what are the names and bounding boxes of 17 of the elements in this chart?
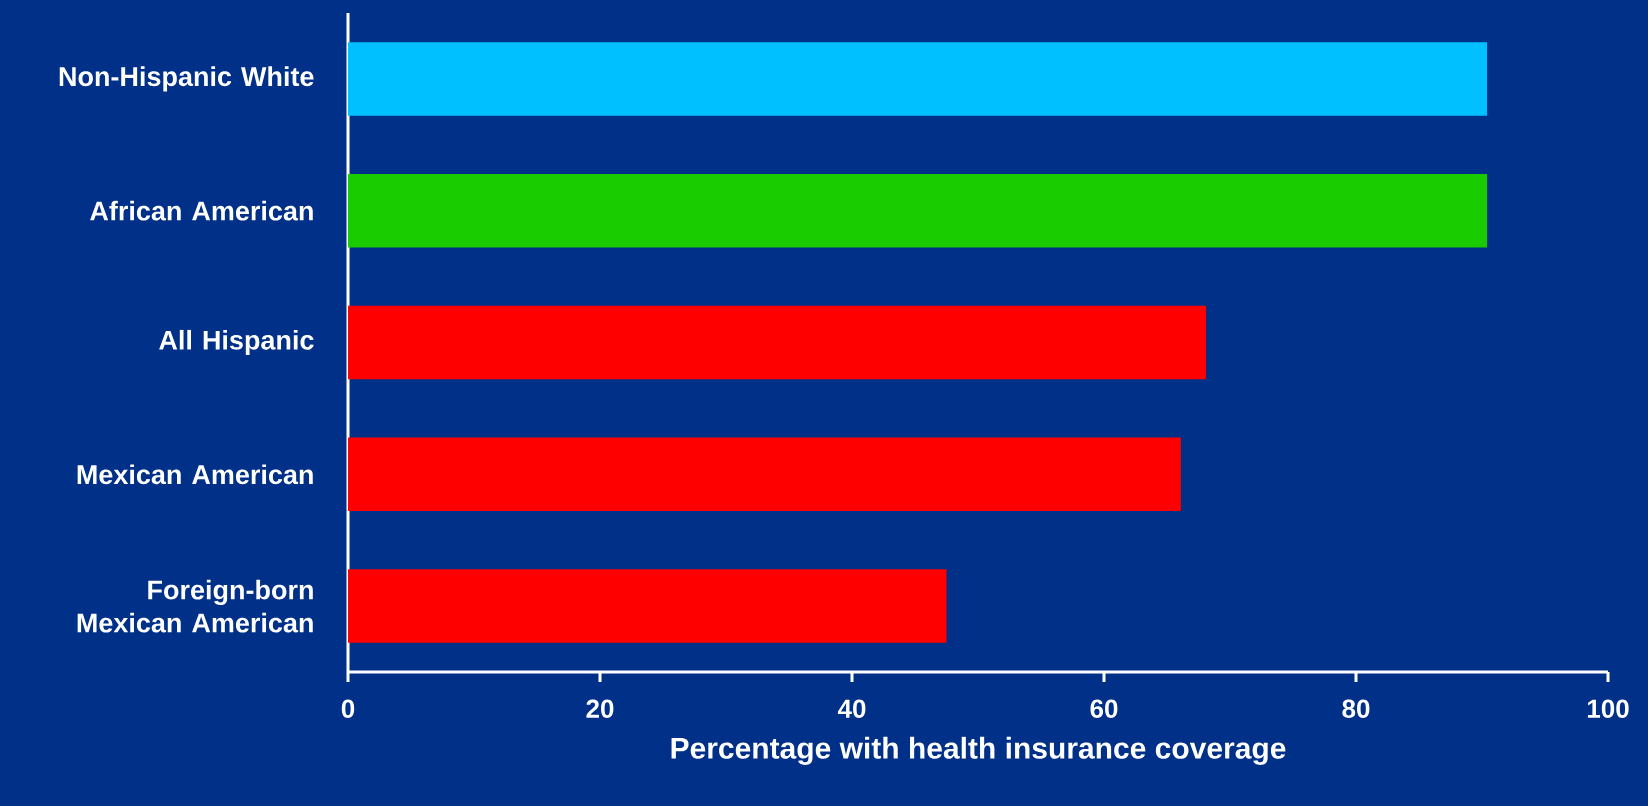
bar	[348, 173, 1488, 248]
bar	[348, 569, 947, 643]
bar	[348, 305, 1207, 380]
x-axis-title: Percentage with health insurance coverage	[671, 736, 1286, 765]
y-tick-label: Foreign-born Mexican American	[77, 579, 313, 633]
y-tick-label: Mexican American	[77, 464, 313, 485]
y-tick-label: African American	[90, 200, 313, 221]
x-tick-label: 80	[1342, 699, 1370, 718]
x-tick-label: 100	[1587, 699, 1629, 718]
x-tick-label: 60	[1090, 699, 1118, 718]
y-tick-label: Non-Hispanic White	[59, 66, 314, 92]
bar	[348, 42, 1488, 116]
x-tick-label: 40	[837, 699, 866, 718]
bar	[348, 437, 1181, 512]
x-tick-label: 0	[341, 699, 355, 718]
x-tick-label: 20	[586, 699, 614, 718]
y-tick-label: All Hispanic	[159, 329, 314, 356]
